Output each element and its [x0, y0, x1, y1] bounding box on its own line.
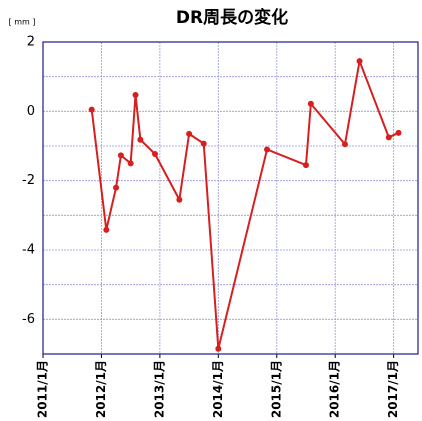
point	[395, 129, 402, 136]
point	[137, 136, 144, 143]
chart-title: DR周長の変化	[176, 7, 288, 28]
point	[264, 146, 271, 153]
point	[200, 140, 207, 147]
x-tick-label: 2017/1月	[386, 360, 400, 418]
point	[356, 58, 363, 65]
y-tick-label: -4	[22, 243, 35, 258]
point	[215, 345, 222, 352]
y-tick-label: -6	[22, 312, 35, 327]
point	[176, 196, 183, 203]
point	[113, 184, 120, 191]
x-tick-label: 2013/1月	[152, 360, 166, 418]
point	[127, 160, 134, 167]
x-tick-label: 2015/1月	[269, 360, 283, 418]
y-unit: [ mm ]	[9, 18, 36, 27]
point	[117, 152, 124, 159]
point	[103, 226, 110, 233]
point	[385, 134, 392, 141]
y-tick-label: -2	[22, 173, 35, 188]
x-tick-label: 2014/1月	[211, 360, 225, 418]
point	[132, 92, 139, 99]
x-tick-label: 2012/1月	[94, 360, 108, 418]
y-tick-label: 2	[27, 35, 35, 50]
x-tick-label: 2016/1月	[328, 360, 342, 418]
point	[302, 162, 309, 169]
plot-area	[43, 42, 418, 354]
y-tick-label: 0	[27, 104, 35, 119]
point	[341, 141, 348, 148]
point	[307, 100, 314, 107]
x-tick-label: 2011/1月	[36, 360, 50, 418]
point	[152, 150, 159, 157]
plot-frame	[42, 41, 419, 355]
point	[88, 106, 95, 113]
point	[186, 130, 193, 137]
